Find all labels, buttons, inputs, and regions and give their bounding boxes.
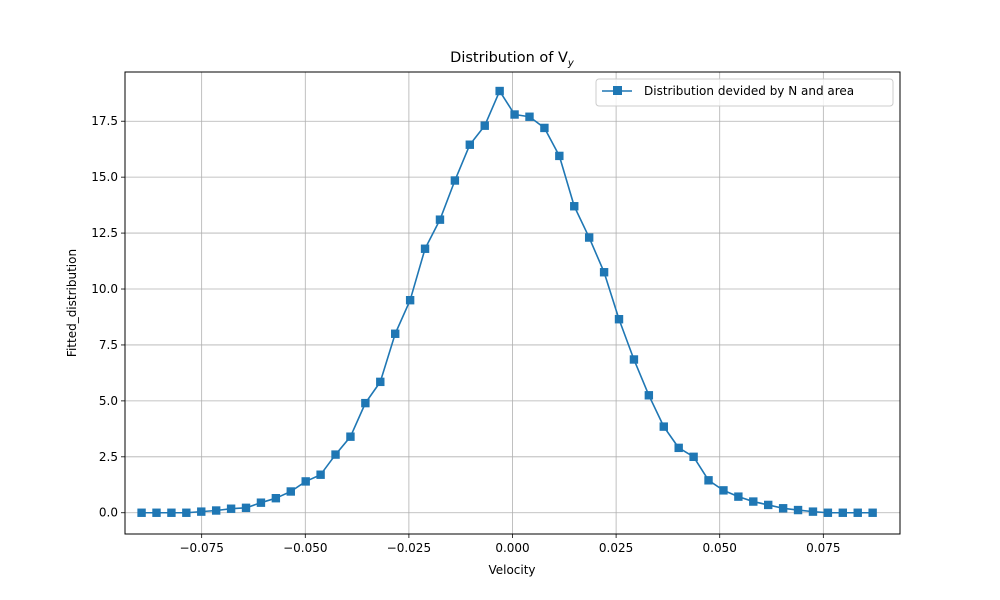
data-point-marker xyxy=(405,296,415,305)
data-point-marker xyxy=(211,506,221,515)
data-point-marker xyxy=(614,315,624,324)
data-point-marker xyxy=(853,508,862,517)
grid xyxy=(125,72,900,534)
data-point-marker xyxy=(450,176,460,185)
data-point-marker xyxy=(555,151,564,161)
data-point-marker xyxy=(480,121,489,130)
data-point-marker xyxy=(659,422,668,431)
data-point-marker xyxy=(868,508,877,517)
x-tick-label: 0.050 xyxy=(703,541,737,555)
legend-box xyxy=(595,78,894,107)
data-point-marker xyxy=(719,486,728,495)
data-point-marker xyxy=(510,110,519,119)
data-point-marker xyxy=(793,505,803,515)
data-point-marker xyxy=(540,123,549,133)
data-point-marker xyxy=(644,391,654,400)
y-tick-label: 2.5 xyxy=(99,450,118,464)
data-point-marker xyxy=(197,507,206,516)
data-point-marker xyxy=(570,202,579,211)
y-tick-label: 7.5 xyxy=(99,338,118,352)
data-point-marker xyxy=(346,432,355,441)
legend-marker-swatch xyxy=(613,86,622,95)
data-point-marker xyxy=(674,443,683,453)
x-tick-label: −0.025 xyxy=(387,541,431,555)
data-point-marker xyxy=(435,215,445,224)
x-axis-label: Velocity xyxy=(488,563,535,577)
data-point-marker xyxy=(465,140,475,149)
y-tick-label: 10.0 xyxy=(91,282,118,296)
data-point-marker xyxy=(256,498,266,507)
data-point-marker xyxy=(331,450,340,459)
data-point-marker xyxy=(823,508,833,517)
chart-title-subscript: y xyxy=(567,58,575,69)
data-point-marker xyxy=(734,492,743,501)
data-point-marker xyxy=(778,504,788,513)
legend-label: Distribution devided by N and area xyxy=(644,84,854,98)
data-point-marker xyxy=(182,508,191,517)
x-axis-ticks: −0.075 −0.050 −0.025 0.000 0.025 0.050 0.075 xyxy=(179,534,841,555)
data-point-marker xyxy=(316,470,325,479)
data-point-marker xyxy=(391,329,400,338)
data-point-marker xyxy=(361,398,370,408)
chart-title: Distribution of Vy xyxy=(450,50,575,69)
y-tick-label: 0.0 xyxy=(99,506,118,520)
x-tick-label: 0.025 xyxy=(599,541,633,555)
x-tick-label: 0.000 xyxy=(495,541,529,555)
legend: Distribution devided by N and area xyxy=(595,78,894,107)
data-point-marker xyxy=(226,504,236,513)
data-point-marker xyxy=(420,244,430,253)
data-point-marker xyxy=(838,508,848,517)
data-point-marker xyxy=(764,500,773,510)
data-point-marker xyxy=(167,508,176,517)
data-point-marker xyxy=(137,508,146,517)
data-point-marker xyxy=(749,497,758,506)
data-point-marker xyxy=(629,355,639,364)
x-tick-label: −0.075 xyxy=(179,541,223,555)
series-layer xyxy=(137,86,877,517)
y-tick-label: 5.0 xyxy=(99,394,118,408)
data-point-marker xyxy=(599,268,609,277)
data-point-marker xyxy=(495,86,504,96)
x-tick-label: −0.050 xyxy=(283,541,327,555)
y-tick-label: 17.5 xyxy=(91,114,118,128)
data-point-marker xyxy=(301,477,310,486)
y-tick-label: 12.5 xyxy=(91,226,118,240)
data-point-marker xyxy=(689,452,698,462)
data-point-marker xyxy=(584,233,594,242)
y-axis-ticks: 0.0 2.5 5.0 7.5 10.0 12.5 15.0 17.5 xyxy=(91,114,125,520)
data-point-marker xyxy=(376,377,385,387)
y-axis-label: Fitted_distribution xyxy=(65,249,79,357)
data-point-marker xyxy=(808,507,818,516)
data-point-marker xyxy=(525,112,534,121)
data-point-marker xyxy=(286,487,295,496)
data-point-marker xyxy=(271,494,281,503)
data-point-marker xyxy=(241,503,251,513)
chart-title-main: Distribution of V xyxy=(450,50,568,66)
data-point-marker xyxy=(704,476,713,485)
y-tick-label: 15.0 xyxy=(91,170,118,184)
data-point-marker xyxy=(152,508,161,517)
x-tick-label: 0.075 xyxy=(806,541,840,555)
